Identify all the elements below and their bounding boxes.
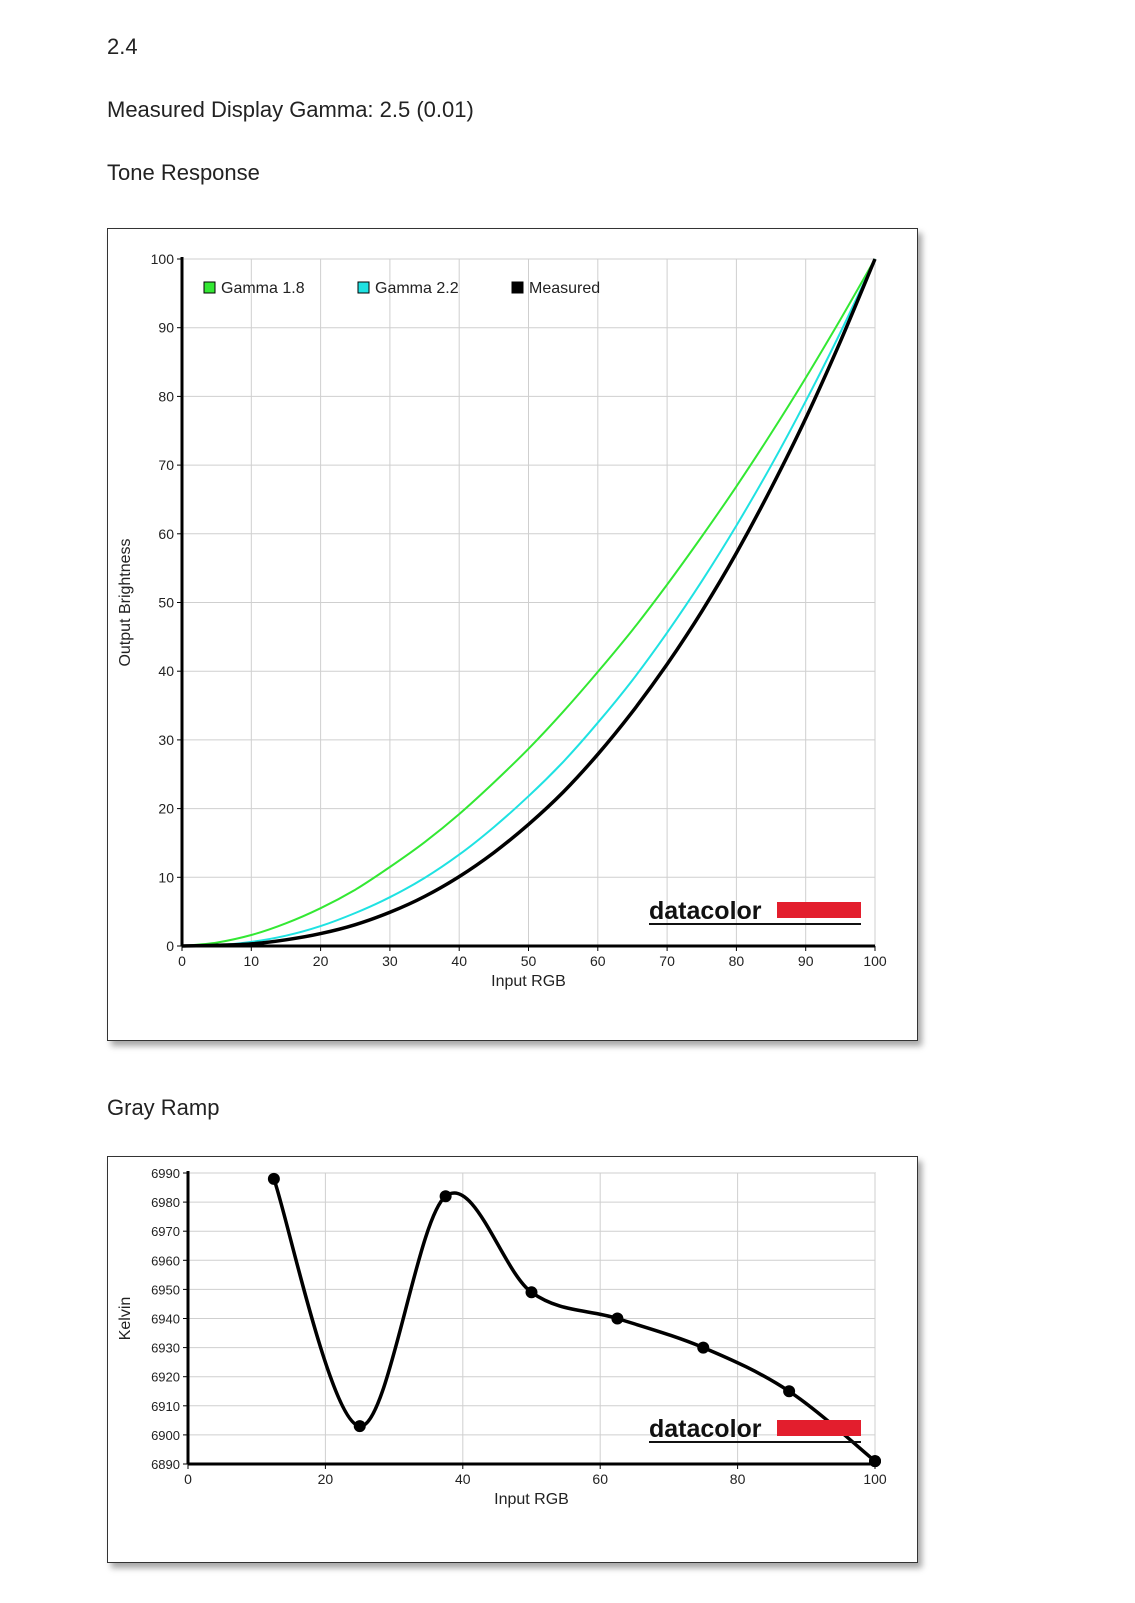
- gray-ramp-plot: 0 20 40 60 80 100 6890 6900 6910 6920 6930 6940 6950…: [108, 1157, 917, 1562]
- datacolor-logo-bar: [777, 1420, 861, 1436]
- y-axis-title: Output Brightness: [117, 538, 134, 666]
- legend-label-2: Measured: [529, 280, 600, 297]
- x-tick-label-6: 60: [590, 953, 606, 969]
- y-tick-label-10: 6990: [151, 1166, 180, 1181]
- data-point-2: [440, 1190, 452, 1202]
- y-tick-label-4: 40: [158, 663, 174, 679]
- x-tick-label-5: 50: [521, 953, 537, 969]
- y-axis-title: Kelvin: [117, 1297, 134, 1341]
- y-tick-label-3: 6920: [151, 1370, 180, 1385]
- data-point-last-overlay: [869, 1455, 881, 1467]
- legend-label-1: Gamma 2.2: [375, 280, 459, 297]
- y-tick-label-0: 6890: [151, 1457, 180, 1472]
- tone-response-plot: 0 10 20 30 40 50 60 70 80 90 100 0 10 20 30 40 50 60 70 80 9…: [108, 229, 917, 1040]
- y-tick-label-8: 6970: [151, 1224, 180, 1239]
- x-tick-label-2: 20: [313, 953, 329, 969]
- y-tick-label-4: 6930: [151, 1341, 180, 1356]
- y-tick-label-7: 70: [158, 457, 174, 473]
- x-axis-title: Input RGB: [491, 973, 566, 990]
- x-tick-label-1: 20: [318, 1471, 334, 1487]
- x-tick-label-4: 40: [451, 953, 467, 969]
- x-tick-label-3: 30: [382, 953, 398, 969]
- y-tick-label-2: 20: [158, 801, 174, 817]
- y-tick-label-8: 80: [158, 388, 174, 404]
- y-tick-label-6: 6950: [151, 1282, 180, 1297]
- y-tick-label-9: 90: [158, 320, 174, 336]
- measured-gamma: Measured Display Gamma: 2.5 (0.01): [107, 97, 474, 123]
- legend-swatch-0: [204, 282, 215, 293]
- x-axis-title: Input RGB: [494, 1491, 569, 1508]
- datacolor-logo-bar: [777, 902, 861, 918]
- legend-swatch-1: [358, 282, 369, 293]
- y-tick-label-1: 10: [158, 869, 174, 885]
- gray-ramp-chart: 0 20 40 60 80 100 6890 6900 6910 6920 6930 6940 6950…: [107, 1156, 918, 1563]
- gamma-target: 2.4: [107, 34, 138, 60]
- y-tick-label-2: 6910: [151, 1399, 180, 1414]
- data-point-3: [526, 1286, 538, 1298]
- x-tick-label-9: 90: [798, 953, 814, 969]
- y-tick-label-6: 60: [158, 526, 174, 542]
- data-point-4: [611, 1313, 623, 1325]
- y-tick-label-9: 6980: [151, 1195, 180, 1210]
- y-tick-label-10: 100: [151, 251, 175, 267]
- gray-ramp-title: Gray Ramp: [107, 1095, 219, 1121]
- x-tick-label-10: 100: [863, 953, 887, 969]
- data-point-0: [268, 1173, 280, 1185]
- legend-label-0: Gamma 1.8: [221, 280, 305, 297]
- x-tick-label-5: 100: [863, 1471, 887, 1487]
- x-tick-label-0: 0: [178, 953, 186, 969]
- y-tick-label-0: 0: [166, 938, 174, 954]
- y-tick-label-3: 30: [158, 732, 174, 748]
- datacolor-logo-text: datacolor: [649, 1415, 762, 1443]
- datacolor-logo-text: datacolor: [649, 897, 762, 925]
- data-point-1: [354, 1420, 366, 1432]
- y-tick-label-7: 6960: [151, 1253, 180, 1268]
- data-point-5: [697, 1342, 709, 1354]
- x-tick-label-3: 60: [592, 1471, 608, 1487]
- x-tick-label-7: 70: [659, 953, 675, 969]
- tone-response-title: Tone Response: [107, 160, 260, 186]
- tone-response-chart: 0 10 20 30 40 50 60 70 80 90 100 0 10 20 30 40 50 60 70 80 9…: [107, 228, 918, 1041]
- x-tick-label-1: 10: [244, 953, 260, 969]
- y-tick-label-5: 6940: [151, 1312, 180, 1327]
- y-tick-label-1: 6900: [151, 1428, 180, 1443]
- legend-swatch-2: [512, 282, 523, 293]
- x-tick-label-8: 80: [729, 953, 745, 969]
- x-tick-label-4: 80: [730, 1471, 746, 1487]
- y-tick-label-5: 50: [158, 595, 174, 611]
- x-tick-label-0: 0: [184, 1471, 192, 1487]
- x-tick-label-2: 40: [455, 1471, 471, 1487]
- data-point-6: [783, 1385, 795, 1397]
